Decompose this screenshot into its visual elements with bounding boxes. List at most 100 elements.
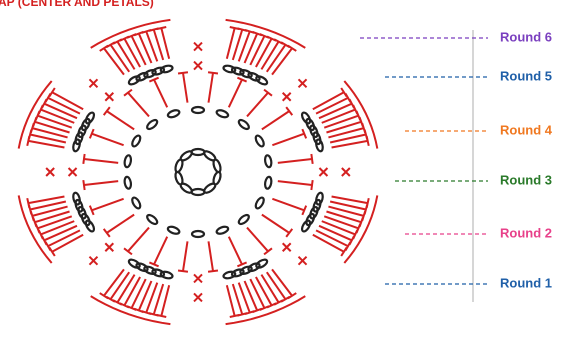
- double-crochet: [225, 285, 236, 317]
- double-crochet: [271, 47, 293, 76]
- double-crochet-bar: [88, 205, 95, 216]
- double-crochet: [246, 92, 269, 118]
- single-crochet: [88, 255, 99, 266]
- single-crochet: [297, 255, 308, 266]
- single-crochet: [193, 292, 203, 303]
- double-crochet: [312, 233, 345, 253]
- chain-stitch: [135, 71, 149, 82]
- single-crochet: [297, 78, 308, 89]
- double-crochet: [277, 180, 313, 187]
- chain-stitch: [151, 66, 166, 76]
- double-crochet-bar: [123, 88, 133, 97]
- double-crochet: [321, 220, 356, 236]
- double-crochet-bar: [156, 26, 167, 31]
- chain-stitch: [215, 109, 230, 119]
- chain-stitch: [239, 69, 253, 79]
- chain-stitch: [237, 118, 250, 131]
- double-crochet-bar: [340, 247, 348, 257]
- double-crochet: [231, 29, 244, 61]
- double-crochet: [237, 282, 251, 313]
- double-crochet: [103, 47, 125, 76]
- double-crochet-bar: [285, 106, 294, 116]
- chain-stitch: [255, 258, 269, 269]
- petal-edge: [225, 18, 306, 49]
- petal-edge: [17, 195, 53, 264]
- chain-stitch: [127, 75, 141, 86]
- double-crochet: [152, 29, 165, 61]
- double-crochet: [227, 79, 243, 108]
- chain-stitch: [166, 225, 181, 235]
- chain-stitch: [230, 268, 245, 278]
- double-crochet: [182, 72, 189, 103]
- chain-stitch: [237, 213, 250, 226]
- chain-stitch: [222, 64, 237, 74]
- double-crochet: [182, 241, 189, 272]
- petal-edge: [17, 80, 53, 149]
- chain-stitch: [72, 191, 81, 206]
- legend-label: Round 6: [500, 29, 552, 44]
- petal-edge: [343, 195, 379, 264]
- double-crochet-bar: [237, 261, 248, 268]
- chain-stitch: [247, 262, 261, 273]
- double-crochet: [130, 278, 147, 309]
- legend-label: Round 5: [500, 68, 552, 83]
- double-crochet: [326, 120, 362, 134]
- chain-stitch: [309, 205, 319, 220]
- double-crochet: [260, 41, 280, 70]
- double-crochet: [160, 285, 171, 317]
- double-crochet: [249, 35, 266, 66]
- double-crochet: [91, 132, 124, 147]
- chain-stitch: [312, 198, 322, 213]
- double-crochet: [272, 132, 305, 147]
- chain-stitch: [315, 191, 324, 206]
- chain-stitch: [190, 187, 206, 197]
- chain-stitch: [300, 111, 312, 125]
- chain-stitch: [300, 219, 312, 233]
- chain-stitch: [80, 212, 91, 227]
- chain-stitch: [131, 134, 142, 148]
- chain-stitch: [263, 175, 273, 190]
- double-crochet-bar: [82, 153, 86, 165]
- chain-stitch: [254, 196, 265, 210]
- double-crochet-bar: [285, 228, 294, 238]
- double-crochet-bar: [229, 313, 240, 318]
- double-crochet: [28, 195, 65, 205]
- double-crochet: [116, 41, 136, 70]
- double-crochet-bar: [301, 128, 308, 139]
- double-crochet: [323, 114, 359, 129]
- double-crochet: [318, 224, 353, 242]
- legend-label: Round 3: [500, 172, 552, 187]
- double-crochet: [106, 213, 135, 234]
- double-crochet: [243, 280, 259, 311]
- single-crochet: [104, 242, 115, 252]
- chain-stitch: [215, 225, 230, 235]
- double-crochet: [91, 197, 124, 212]
- chain-stitch: [315, 138, 324, 153]
- legend-label: Round 1: [500, 275, 552, 290]
- double-crochet: [32, 127, 68, 139]
- double-crochet-bar: [177, 71, 189, 75]
- chain-stitch: [123, 175, 133, 190]
- double-crochet: [83, 157, 119, 164]
- double-crochet-bar: [365, 135, 370, 147]
- chain-stitch: [151, 268, 166, 278]
- double-crochet: [243, 33, 259, 64]
- chain-stitch: [230, 66, 245, 76]
- double-crochet: [29, 133, 67, 144]
- chain-stitch: [131, 196, 142, 210]
- double-crochet: [152, 283, 165, 315]
- double-crochet-bar: [287, 44, 297, 52]
- chain-stitch: [146, 118, 159, 131]
- chain-stitch: [203, 182, 217, 194]
- chain-stitch: [72, 138, 81, 153]
- double-crochet: [315, 229, 349, 248]
- double-crochet: [277, 157, 313, 164]
- double-crochet-bar: [207, 71, 219, 75]
- double-crochet: [272, 197, 305, 212]
- chain-stitch: [263, 154, 273, 169]
- double-crochet: [34, 210, 70, 224]
- double-crochet: [130, 35, 147, 66]
- double-crochet-bar: [123, 247, 133, 256]
- double-crochet: [145, 282, 159, 313]
